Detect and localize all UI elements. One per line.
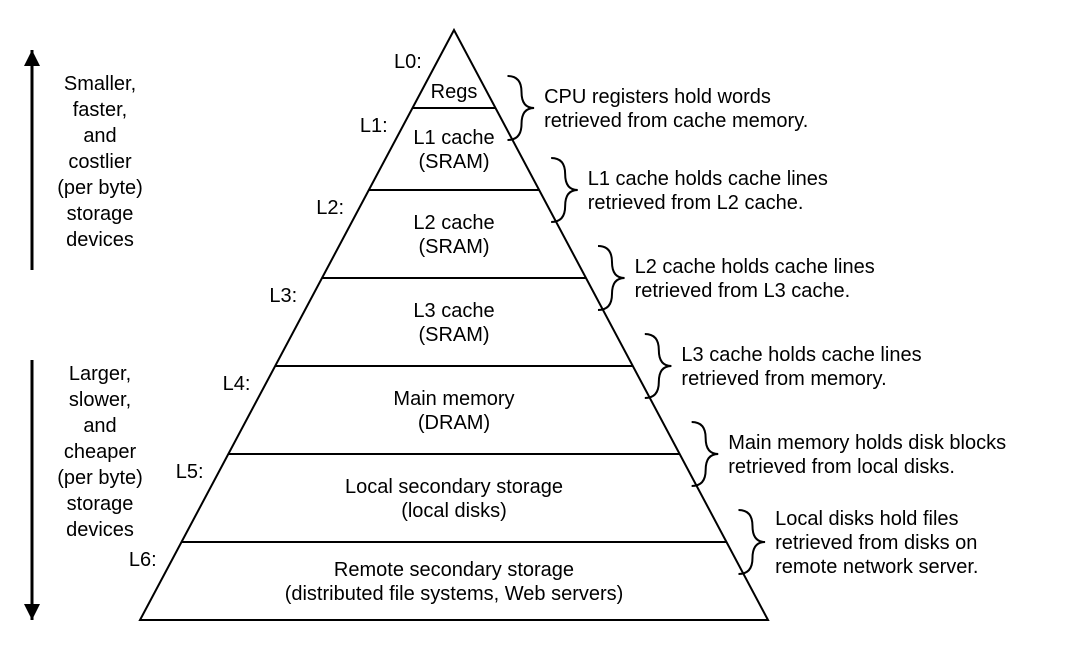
level-text-L5: Local secondary storage [345, 476, 563, 498]
level-text-L5: (local disks) [401, 500, 507, 522]
side-annotation-top: and [83, 125, 116, 147]
side-annotation-bottom: (per byte) [57, 467, 143, 489]
description-line: L1 cache holds cache lines [588, 168, 828, 190]
description-line: retrieved from disks on [775, 532, 977, 554]
description-line: remote network server. [775, 556, 978, 578]
brace [738, 510, 765, 574]
level-text-L2: (SRAM) [418, 236, 489, 258]
level-text-L2: L2 cache [413, 212, 494, 234]
level-text-L3: L3 cache [413, 300, 494, 322]
level-text-L1: L1 cache [413, 127, 494, 149]
side-annotation-top: faster, [73, 99, 127, 121]
side-annotation-bottom: devices [66, 519, 134, 541]
description-line: retrieved from memory. [681, 368, 886, 390]
level-label-L1: L1: [360, 115, 388, 137]
side-annotation-top: Smaller, [64, 73, 136, 95]
description-line: retrieved from L2 cache. [588, 192, 804, 214]
side-annotation-bottom: and [83, 415, 116, 437]
level-text-L4: (DRAM) [418, 412, 490, 434]
side-annotation-top: devices [66, 229, 134, 251]
side-arrow-head [24, 604, 40, 620]
side-annotation-top: costlier [68, 151, 132, 173]
brace [598, 246, 625, 310]
level-text-L3: (SRAM) [418, 324, 489, 346]
description-line: retrieved from cache memory. [544, 110, 808, 132]
side-annotation-bottom: Larger, [69, 363, 131, 385]
description-line: retrieved from L3 cache. [635, 280, 851, 302]
level-label-L6: L6: [129, 549, 157, 571]
side-annotation-bottom: storage [67, 493, 134, 515]
level-label-L5: L5: [176, 461, 204, 483]
description-line: L2 cache holds cache lines [635, 256, 875, 278]
side-annotation-top: storage [67, 203, 134, 225]
description-line: retrieved from local disks. [728, 456, 955, 478]
description-line: CPU registers hold words [544, 86, 771, 108]
brace [551, 158, 578, 222]
level-label-L4: L4: [223, 373, 251, 395]
level-text-L4: Main memory [393, 388, 514, 410]
level-text-L1: (SRAM) [418, 151, 489, 173]
level-label-L0: L0: [394, 51, 422, 73]
level-label-L2: L2: [316, 197, 344, 219]
brace [508, 76, 535, 140]
level-text-L6: (distributed file systems, Web servers) [285, 583, 624, 605]
level-label-L3: L3: [269, 285, 297, 307]
side-annotation-top: (per byte) [57, 177, 143, 199]
side-annotation-bottom: slower, [69, 389, 131, 411]
brace [692, 422, 719, 486]
description-line: Main memory holds disk blocks [728, 432, 1006, 454]
brace [645, 334, 672, 398]
side-arrow-head [24, 50, 40, 66]
memory-hierarchy-diagram: L0:RegsL1:L1 cache(SRAM)L2:L2 cache(SRAM… [0, 0, 1084, 656]
level-text-L0: Regs [431, 81, 478, 103]
level-text-L6: Remote secondary storage [334, 559, 574, 581]
description-line: L3 cache holds cache lines [681, 344, 921, 366]
side-annotation-bottom: cheaper [64, 441, 137, 463]
description-line: Local disks hold files [775, 508, 958, 530]
